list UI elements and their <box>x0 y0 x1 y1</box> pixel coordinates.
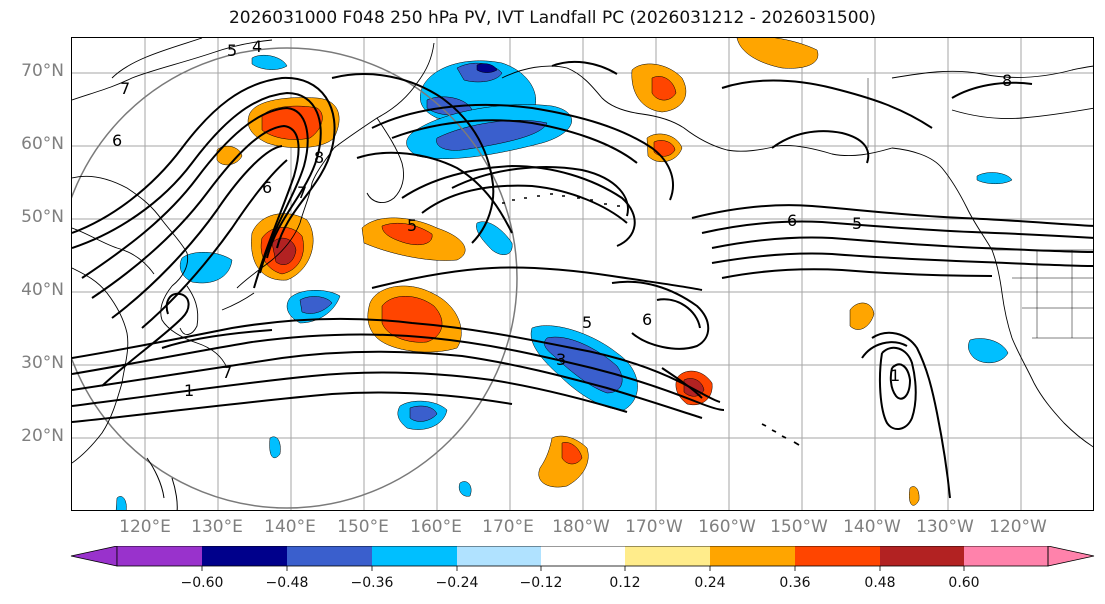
contour-label: 7 <box>222 363 232 382</box>
ivt-negative-blob <box>115 496 127 510</box>
colorbar-segment <box>541 546 625 566</box>
contour-label: 5 <box>852 214 862 233</box>
boundaries <box>867 78 1093 339</box>
lon-label-180w: 180°W <box>552 517 610 537</box>
colorbar-tick-label: −0.60 <box>180 575 224 591</box>
lon-label-150e: 150°E <box>337 517 389 537</box>
lon-label-150w: 150°W <box>770 517 828 537</box>
ivt-positive-core <box>381 223 433 245</box>
contour-label: 4 <box>252 38 262 56</box>
lat-label-70n: 70°N <box>21 61 64 81</box>
colorbar-tick-label: 0.12 <box>609 575 641 591</box>
lat-label-30n: 30°N <box>21 353 64 373</box>
contour-label: 6 <box>112 131 122 150</box>
ivt-positive-blob <box>909 486 920 506</box>
colorbar-high-extend <box>1047 546 1095 567</box>
lat-label-60n: 60°N <box>21 134 64 154</box>
contour-label: 6 <box>642 310 652 329</box>
ivt-negative-blob <box>251 55 288 70</box>
ivt-positive-core <box>651 76 677 101</box>
colorbar-segment <box>880 546 964 566</box>
colorbar-low-extend <box>70 546 118 567</box>
colorbar-segment <box>795 546 880 566</box>
colorbar-tick-label: −0.36 <box>350 575 394 591</box>
lon-label-140w: 140°W <box>843 517 901 537</box>
contour-label: 6 <box>262 178 272 197</box>
ivt-negative-core <box>409 405 438 422</box>
colorbar-segment <box>117 546 202 566</box>
lat-label-40n: 40°N <box>21 280 64 300</box>
ivt-positive-blob <box>216 145 243 166</box>
ivt-negative-peak <box>476 63 498 73</box>
lon-label-120w: 120°W <box>989 517 1047 537</box>
ivt-positive-core <box>561 442 583 465</box>
ivt-positive-core <box>653 140 676 157</box>
lon-label-170w: 170°W <box>625 517 683 537</box>
contour-label: 3 <box>556 350 566 369</box>
colorbar-segment <box>625 546 710 566</box>
contour-label: 7 <box>297 183 307 202</box>
lon-label-130w: 130°W <box>916 517 974 537</box>
ivt-positive-blob <box>736 38 819 69</box>
colorbar-segment <box>202 546 287 566</box>
colorbar-tick-label: −0.12 <box>519 575 563 591</box>
landfall-radius-circle <box>72 47 518 509</box>
lon-label-120e: 120°E <box>119 517 171 537</box>
colorbar <box>70 546 1095 571</box>
lat-label-50n: 50°N <box>21 207 64 227</box>
colorbar-outline <box>116 546 1049 567</box>
colorbar-tick-label: 0.24 <box>694 575 726 591</box>
lon-label-160w: 160°W <box>698 517 756 537</box>
colorbar-segment <box>457 546 541 566</box>
colorbar-tick-label: −0.48 <box>265 575 309 591</box>
colorbar-tick-label: 0.60 <box>948 575 980 591</box>
ivt-negative-blob <box>458 481 472 497</box>
contour-label: 1 <box>890 366 900 385</box>
pv-contour-labels: 7 6 5 4 8 7 6 5 5 6 7 1 5 6 3 1 8 <box>112 38 1012 400</box>
contour-label: 5 <box>407 216 417 235</box>
lon-label-140e: 140°E <box>264 517 316 537</box>
contour-label: 6 <box>787 211 797 230</box>
colorbar-tick-label: 0.48 <box>864 575 896 591</box>
contour-label: 1 <box>184 381 194 400</box>
colorbar-segment <box>964 546 1048 566</box>
contour-label: 7 <box>120 79 130 98</box>
colorbar-segment <box>372 546 457 566</box>
colorbar-segment <box>287 546 372 566</box>
ivt-negative-blob <box>179 252 233 284</box>
map-panel: 7 6 5 4 8 7 6 5 5 6 7 1 5 6 3 1 8 <box>71 37 1094 511</box>
ivt-negative-blob <box>476 221 513 255</box>
ivt-negative-blob <box>968 338 1009 364</box>
ivt-negative-core <box>299 296 333 314</box>
colorbar-tick-label: 0.36 <box>779 575 811 591</box>
contour-label: 8 <box>314 148 324 167</box>
coastlines <box>72 38 1093 510</box>
lon-label-170e: 170°E <box>482 517 534 537</box>
figure-title: 2026031000 F048 250 hPa PV, IVT Landfall… <box>228 8 876 28</box>
contour-label: 5 <box>227 41 237 60</box>
lon-label-160e: 160°E <box>410 517 462 537</box>
lon-label-130e: 130°E <box>191 517 243 537</box>
colorbar-tick-label: −0.24 <box>435 575 479 591</box>
pv-contours <box>72 60 1093 499</box>
ivt-negative-blob <box>976 172 1013 184</box>
map-canvas: 7 6 5 4 8 7 6 5 5 6 7 1 5 6 3 1 8 <box>72 38 1093 510</box>
ivt-negative-core <box>436 120 548 151</box>
contour-label: 8 <box>1002 71 1012 90</box>
ivt-negative-blob <box>269 436 281 458</box>
lat-label-20n: 20°N <box>21 426 64 446</box>
colorbar-segment <box>710 546 795 566</box>
ivt-shading <box>115 38 1013 510</box>
ivt-positive-blob <box>849 302 875 330</box>
contour-label: 5 <box>582 313 592 332</box>
